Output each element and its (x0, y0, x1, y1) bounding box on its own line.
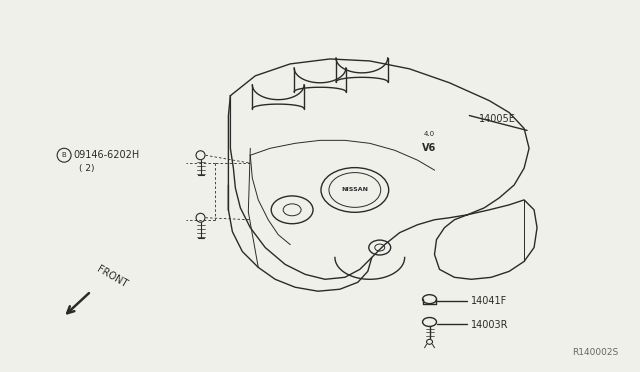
Text: V6: V6 (422, 143, 436, 153)
Text: FRONT: FRONT (95, 264, 129, 289)
Text: 14003R: 14003R (471, 320, 509, 330)
Text: 14005E: 14005E (479, 113, 516, 124)
FancyArrowPatch shape (67, 293, 89, 313)
Text: 14041F: 14041F (471, 296, 508, 306)
Text: 09146-6202H: 09146-6202H (73, 150, 140, 160)
Text: NISSAN: NISSAN (341, 187, 369, 192)
Text: B: B (61, 152, 67, 158)
Text: R140002S: R140002S (572, 348, 619, 357)
Text: 4.0: 4.0 (424, 131, 435, 137)
Text: ( 2): ( 2) (79, 164, 95, 173)
